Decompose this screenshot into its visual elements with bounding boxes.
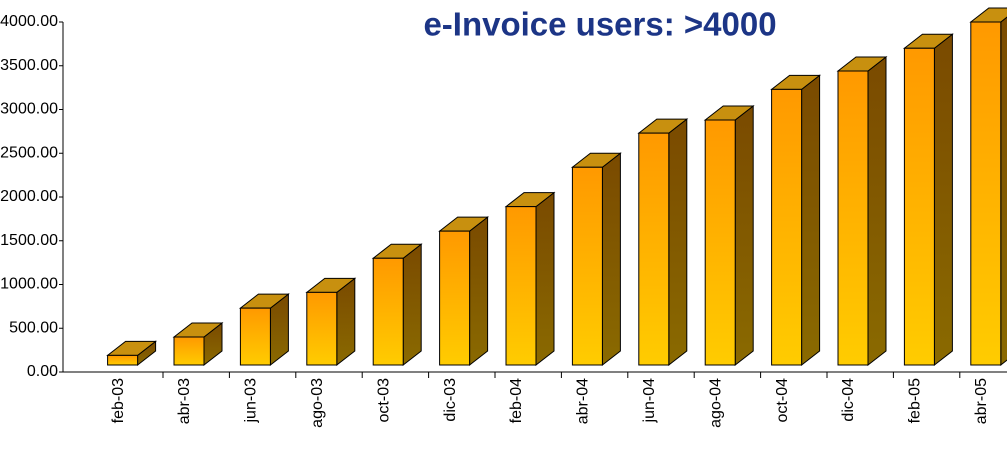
y-tick-label: 1000.00 (0, 276, 58, 293)
chart-title: e-Invoice users: >4000 (423, 6, 776, 43)
bar (173, 336, 205, 366)
bar-side (402, 243, 422, 367)
y-tick-label: 0.00 (27, 363, 58, 380)
x-tick-label: feb-04 (508, 378, 525, 423)
y-tick-label: 1500.00 (0, 232, 58, 249)
bar (505, 206, 537, 366)
x-tick-label: dic-04 (840, 378, 857, 422)
x-tick-label: abr-04 (575, 378, 592, 424)
y-tick-label: 3000.00 (0, 101, 58, 118)
x-tick-label: feb-03 (110, 378, 127, 423)
bar-top (969, 7, 1007, 23)
bar-side (535, 191, 555, 367)
x-tick-label: feb-05 (907, 378, 924, 423)
x-tick-label: ago-04 (707, 378, 724, 428)
bar-side (469, 216, 489, 367)
bar (439, 230, 471, 366)
bar (239, 307, 271, 366)
x-tick-label: oct-03 (375, 378, 392, 423)
bar (970, 21, 1002, 366)
bar (571, 166, 603, 366)
bar-side (734, 104, 754, 367)
y-tick-label: 3500.00 (0, 57, 58, 74)
bar-side (801, 74, 821, 367)
x-tick-label: dic-03 (442, 378, 459, 422)
bar-side (1000, 16, 1007, 367)
bar (837, 70, 869, 366)
x-tick-label: jun-04 (641, 378, 658, 424)
bar (704, 119, 736, 366)
bar-side (933, 33, 953, 367)
bar (107, 354, 139, 366)
bar-side (867, 55, 887, 367)
bar (372, 257, 404, 366)
x-tick-label: jun-03 (243, 378, 260, 424)
bar (306, 291, 338, 366)
bar (903, 47, 935, 366)
y-tick-label: 2000.00 (0, 188, 58, 205)
bar-side (336, 277, 356, 367)
y-tick-label: 4000.00 (0, 13, 58, 30)
x-tick-label: oct-04 (774, 378, 791, 423)
bar (771, 88, 803, 366)
x-tick-label: ago-03 (309, 378, 326, 428)
x-tick-label: abr-05 (973, 378, 990, 424)
y-tick-label: 2500.00 (0, 144, 58, 161)
bar (638, 132, 670, 366)
bar-side (601, 152, 621, 367)
bar-side (668, 118, 688, 367)
y-tick-label: 500.00 (9, 319, 58, 336)
x-tick-label: abr-03 (176, 378, 193, 424)
